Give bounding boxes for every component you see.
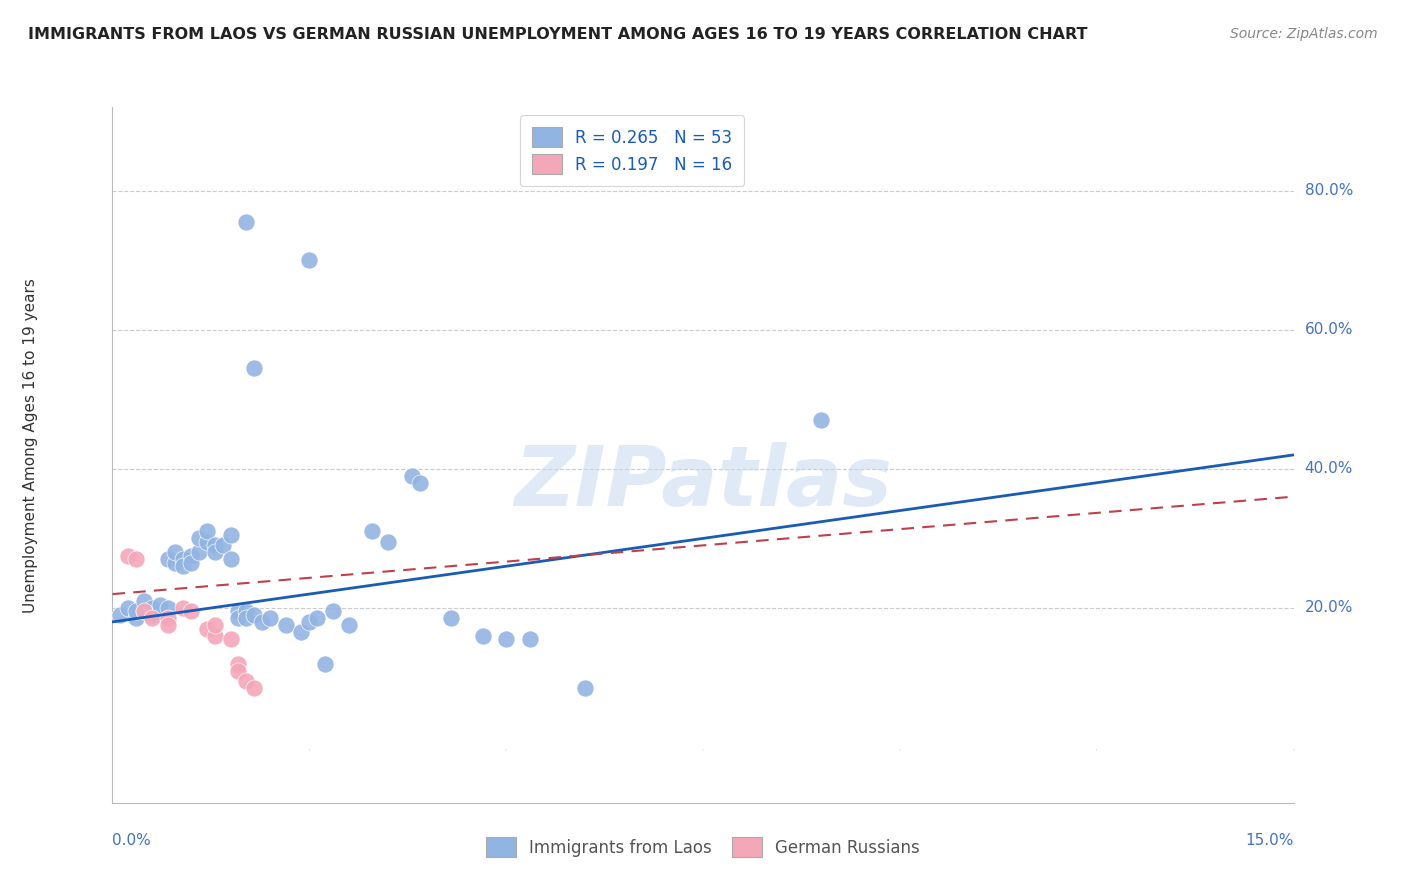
Point	[204, 538, 226, 552]
Text: Source: ZipAtlas.com: Source: ZipAtlas.com	[1230, 27, 1378, 41]
Point	[204, 618, 226, 632]
Point	[219, 632, 242, 647]
Point	[188, 545, 211, 559]
Point	[235, 611, 257, 625]
Point	[125, 611, 148, 625]
Point	[243, 360, 266, 375]
Point	[228, 664, 250, 678]
Text: Unemployment Among Ages 16 to 19 years: Unemployment Among Ages 16 to 19 years	[24, 278, 38, 614]
Text: 15.0%: 15.0%	[1246, 833, 1294, 848]
Point	[165, 545, 187, 559]
Text: 0.0%: 0.0%	[112, 833, 152, 848]
Point	[243, 607, 266, 622]
Point	[172, 559, 194, 574]
Text: ZIPatlas: ZIPatlas	[515, 442, 891, 524]
Text: IMMIGRANTS FROM LAOS VS GERMAN RUSSIAN UNEMPLOYMENT AMONG AGES 16 TO 19 YEARS CO: IMMIGRANTS FROM LAOS VS GERMAN RUSSIAN U…	[28, 27, 1088, 42]
Text: 40.0%: 40.0%	[1305, 461, 1353, 476]
Point	[125, 552, 148, 566]
Point	[235, 674, 257, 689]
Point	[165, 556, 187, 570]
Point	[132, 605, 155, 619]
Point	[337, 618, 360, 632]
Point	[141, 601, 163, 615]
Point	[110, 607, 132, 622]
Point	[180, 556, 202, 570]
Point	[519, 632, 541, 647]
Point	[259, 611, 281, 625]
Point	[235, 605, 257, 619]
Point	[361, 524, 384, 539]
Point	[156, 601, 179, 615]
Point	[172, 552, 194, 566]
Point	[117, 549, 139, 563]
Point	[228, 611, 250, 625]
Point	[250, 615, 273, 629]
Point	[188, 532, 211, 546]
Point	[377, 534, 399, 549]
Point	[440, 611, 463, 625]
Point	[156, 618, 179, 632]
Point	[401, 468, 423, 483]
Point	[204, 545, 226, 559]
Point	[219, 528, 242, 542]
Point	[195, 524, 218, 539]
Point	[211, 538, 233, 552]
Point	[810, 413, 832, 427]
Point	[274, 618, 297, 632]
Point	[228, 605, 250, 619]
Point	[574, 681, 596, 695]
Point	[141, 607, 163, 622]
Point	[180, 605, 202, 619]
Point	[204, 629, 226, 643]
Point	[471, 629, 494, 643]
Point	[195, 622, 218, 636]
Point	[322, 605, 344, 619]
Point	[290, 625, 312, 640]
Point	[235, 215, 257, 229]
Text: 20.0%: 20.0%	[1305, 600, 1353, 615]
Point	[195, 534, 218, 549]
Point	[149, 605, 172, 619]
Point	[141, 611, 163, 625]
Point	[117, 601, 139, 615]
Text: 80.0%: 80.0%	[1305, 183, 1353, 198]
Point	[172, 601, 194, 615]
Point	[298, 253, 321, 268]
Point	[156, 611, 179, 625]
Legend: Immigrants from Laos, German Russians: Immigrants from Laos, German Russians	[479, 830, 927, 864]
Point	[132, 605, 155, 619]
Point	[243, 681, 266, 695]
Point	[156, 552, 179, 566]
Point	[495, 632, 517, 647]
Point	[307, 611, 329, 625]
Text: 60.0%: 60.0%	[1305, 322, 1353, 337]
Point	[132, 594, 155, 608]
Point	[298, 615, 321, 629]
Point	[408, 475, 430, 490]
Point	[180, 549, 202, 563]
Point	[228, 657, 250, 671]
Point	[314, 657, 336, 671]
Point	[149, 598, 172, 612]
Point	[125, 605, 148, 619]
Point	[219, 552, 242, 566]
